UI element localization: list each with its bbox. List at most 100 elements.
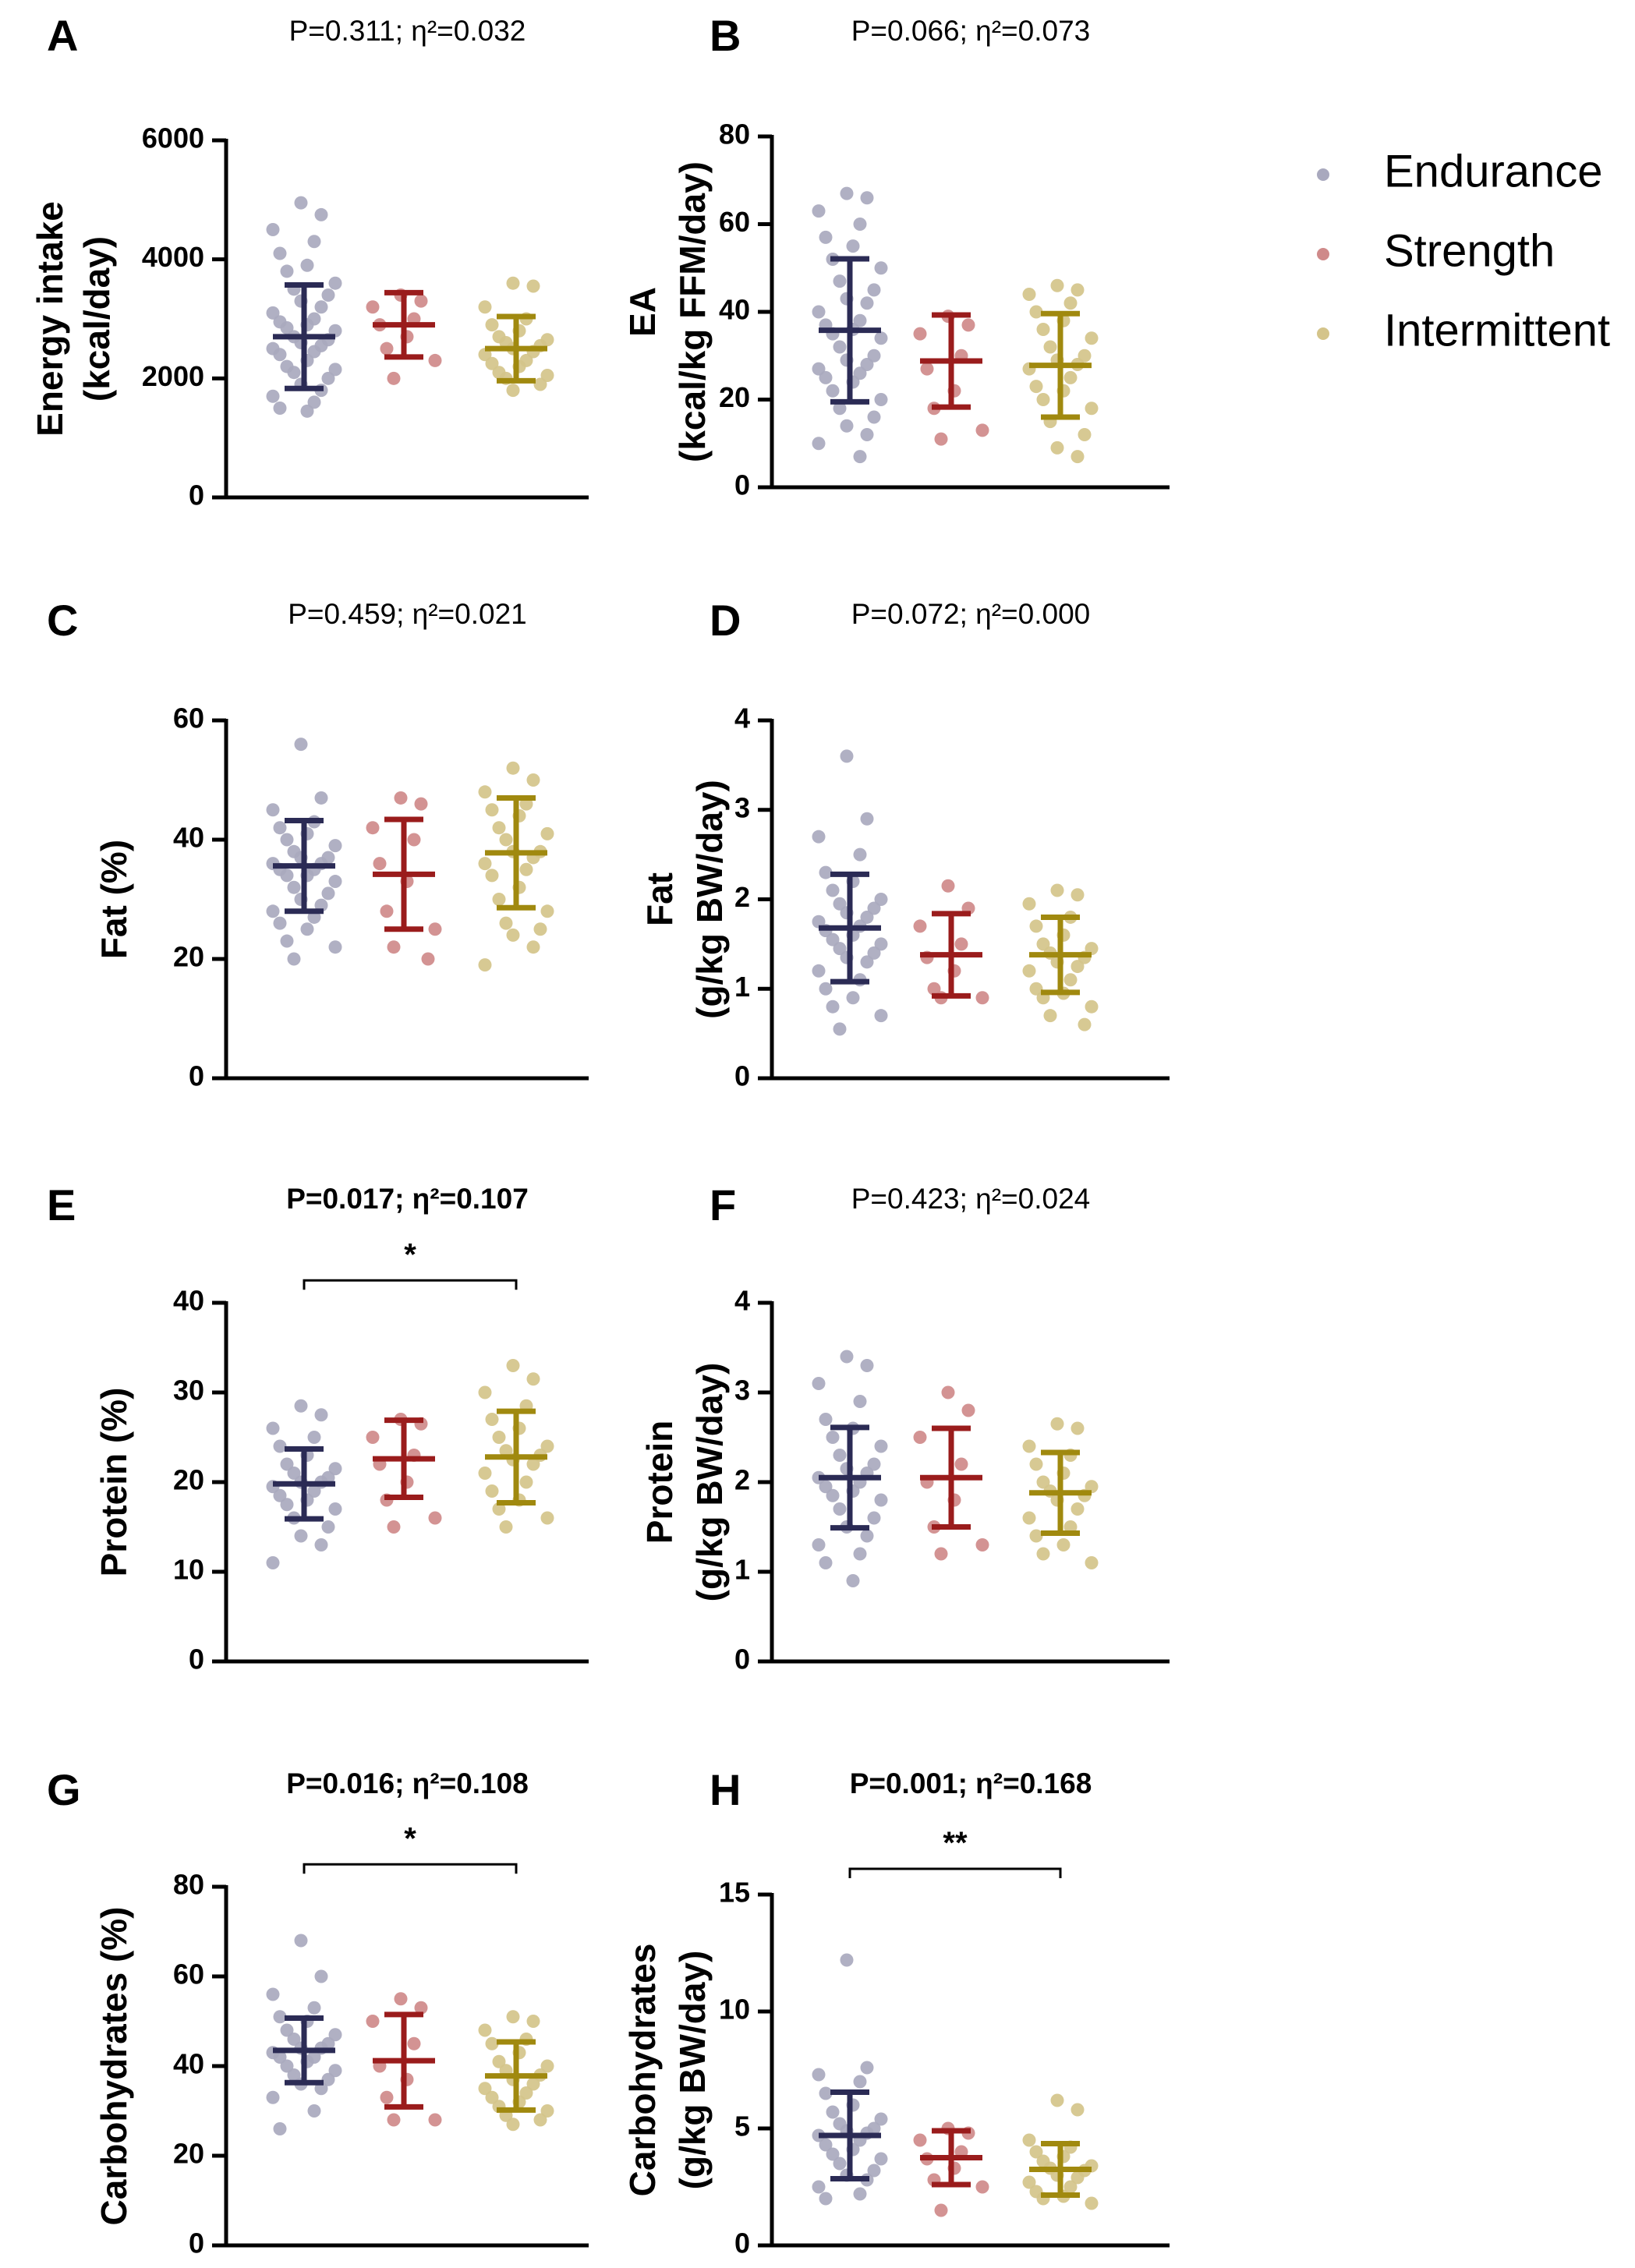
data-point [328, 363, 342, 377]
y-tick-label: 20 [719, 381, 750, 413]
data-point [1050, 883, 1064, 897]
data-point [280, 320, 294, 334]
data-point [1036, 1547, 1050, 1561]
data-point [1063, 296, 1078, 310]
y-tick-label: 80 [173, 1869, 204, 1901]
data-point [913, 2133, 927, 2147]
data-point [860, 910, 874, 924]
data-point [1036, 323, 1050, 336]
data-point [321, 288, 335, 302]
data-point [485, 318, 499, 332]
y-axis-label: Protein [639, 1421, 680, 1544]
data-point [294, 1934, 308, 1948]
data-point [366, 1431, 380, 1444]
panel-label: F [710, 1180, 736, 1230]
data-point [867, 901, 881, 915]
data-point [478, 785, 492, 799]
y-tick-label: 4000 [142, 241, 204, 273]
y-tick-label: 80 [719, 119, 750, 150]
y-axis-label: Fat (%) [94, 840, 134, 959]
data-point [975, 991, 989, 1005]
data-point [853, 2187, 867, 2201]
data-point [314, 791, 328, 805]
data-point [266, 1987, 280, 2001]
data-point [485, 803, 499, 817]
data-point [853, 450, 867, 464]
data-point [1085, 1000, 1099, 1014]
data-point [867, 283, 881, 297]
panel-b: B P=0.066; η²=0.073 EA (kcal/kg FFM/day) 0 20… [622, 11, 1170, 501]
data-point [1022, 288, 1036, 301]
data-point [273, 246, 287, 260]
panel-d: D P=0.072; η²=0.000 Fat (g/kg BW/day) 0 1 2 3 4 [639, 596, 1170, 1092]
data-point [1085, 942, 1099, 956]
data-point [499, 1444, 513, 1458]
data-point [266, 223, 280, 236]
data-point [1063, 1520, 1078, 1534]
y-tick-label: 40 [719, 294, 750, 326]
data-point [840, 749, 854, 763]
significance-label: * [404, 1821, 416, 1856]
data-point [853, 218, 867, 231]
data-point [478, 857, 492, 871]
data-point [812, 2068, 826, 2082]
data-point [478, 958, 492, 972]
data-point [321, 371, 335, 385]
data-point [307, 1431, 321, 1444]
data-point [961, 318, 975, 332]
y-axis-label: EA [622, 287, 663, 337]
y-tick-label: 2 [734, 881, 750, 913]
legend-label-intermittent: Intermittent [1384, 305, 1610, 356]
data-point [373, 857, 387, 871]
y-tick-label: 1 [734, 971, 750, 1003]
y-axis-label: (g/kg BW/day) [672, 1951, 713, 2190]
series-endurance [812, 749, 888, 1036]
data-point [526, 940, 540, 954]
data-point [1022, 2175, 1036, 2189]
data-point [1043, 340, 1057, 354]
y-axis-label: (kcal/day) [76, 236, 117, 402]
data-point [1043, 1009, 1057, 1023]
y-tick-label: 10 [719, 1994, 750, 2026]
data-point [492, 1502, 506, 1516]
stat-annotation: P=0.072; η²=0.000 [851, 598, 1091, 630]
data-point [294, 1529, 308, 1543]
data-point [1063, 370, 1078, 384]
data-point [478, 300, 492, 314]
panel-g: G P=0.016; η²=0.108 Carbohydrates (%) 0 20 40… [47, 1765, 589, 2259]
data-point [492, 893, 506, 906]
data-point [540, 2059, 554, 2073]
data-point [321, 1520, 335, 1534]
data-point [1022, 1511, 1036, 1525]
y-tick-label: 4 [734, 1285, 750, 1317]
data-point [920, 362, 934, 376]
data-point [819, 230, 833, 244]
panel-c: C P=0.459; η²=0.021 Fat (%) 0 20 40 60 [47, 596, 589, 1092]
series-strength [913, 1385, 989, 1561]
data-point [307, 1484, 321, 1498]
y-tick-label: 1 [734, 1554, 750, 1586]
data-point [1085, 402, 1099, 416]
series-intermittent [478, 2010, 554, 2132]
data-point [380, 904, 394, 918]
data-point [328, 2064, 342, 2078]
data-point [506, 2118, 520, 2132]
data-point [273, 348, 287, 362]
data-point [394, 1992, 408, 2006]
data-point [812, 2180, 826, 2194]
data-point [280, 869, 294, 883]
y-tick-label: 40 [173, 822, 204, 854]
data-point [819, 982, 833, 996]
data-point [485, 1484, 499, 1498]
data-point [867, 1457, 881, 1471]
data-point [874, 393, 888, 406]
data-point [812, 915, 826, 929]
y-tick-label: 4 [734, 702, 750, 734]
y-tick-label: 20 [173, 2138, 204, 2170]
stat-annotation: P=0.016; η²=0.108 [286, 1767, 529, 1799]
series-intermittent [478, 276, 554, 398]
data-point [294, 1399, 308, 1413]
data-point [526, 2077, 540, 2091]
data-point [846, 991, 860, 1005]
y-tick-label: 20 [173, 941, 204, 973]
